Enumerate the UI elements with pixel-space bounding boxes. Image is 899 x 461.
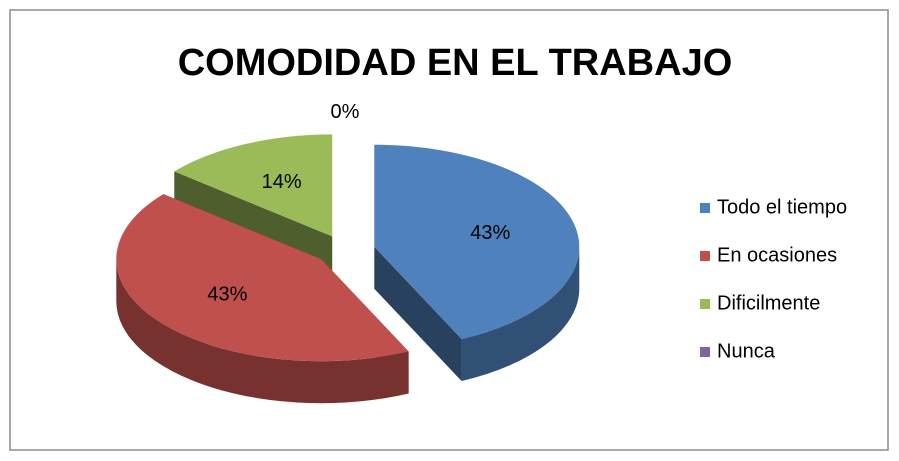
legend-swatch [700, 251, 710, 261]
legend-label: Dificilmente [717, 292, 820, 314]
legend-label: Todo el tiempo [717, 196, 847, 218]
data-label: 43% [207, 284, 247, 306]
pie-slice [116, 194, 409, 362]
data-label: 0% [331, 101, 360, 123]
slice-side [461, 246, 580, 382]
slice-side [116, 259, 409, 404]
slice-wall [374, 246, 462, 382]
legend-swatch [700, 203, 710, 213]
data-label: 43% [470, 222, 510, 244]
pie-slice [174, 134, 333, 237]
chart-title: COMODIDAD EN EL TRABAJO [178, 42, 733, 84]
legend-swatch [700, 299, 710, 309]
pie-slice [374, 144, 580, 340]
legend-swatch [700, 347, 710, 357]
legend-label: Nunca [717, 340, 776, 362]
data-label: 14% [262, 171, 302, 193]
legend-label: En ocasiones [717, 244, 837, 266]
